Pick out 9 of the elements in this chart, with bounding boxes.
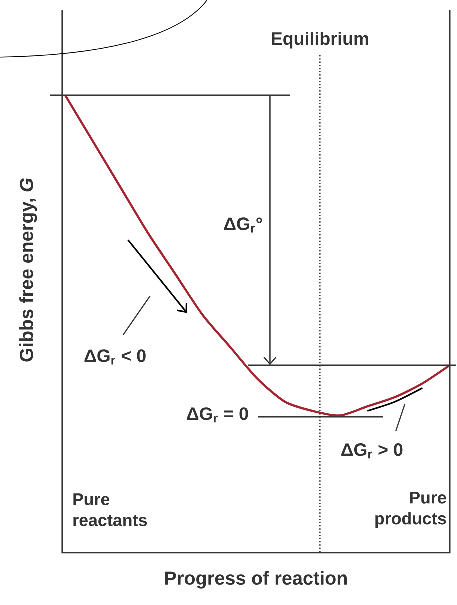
annotation: ΔG$_{r}$° bbox=[224, 218, 262, 233]
annotation: ΔG$_{r}$ > 0 bbox=[342, 444, 403, 459]
annotation: Pure reactants bbox=[74, 494, 148, 526]
x-axis-title: Progress of reaction bbox=[166, 571, 348, 589]
text: Equilibrium bbox=[272, 32, 369, 49]
annotation: ΔG$_{r}$ = 0 bbox=[187, 408, 248, 423]
annotation: Pure products bbox=[376, 492, 446, 528]
y-axis-title: Gibbs free energy, G bbox=[20, 178, 38, 362]
annotation: ΔG$_{r}$ < 0 bbox=[84, 350, 146, 365]
